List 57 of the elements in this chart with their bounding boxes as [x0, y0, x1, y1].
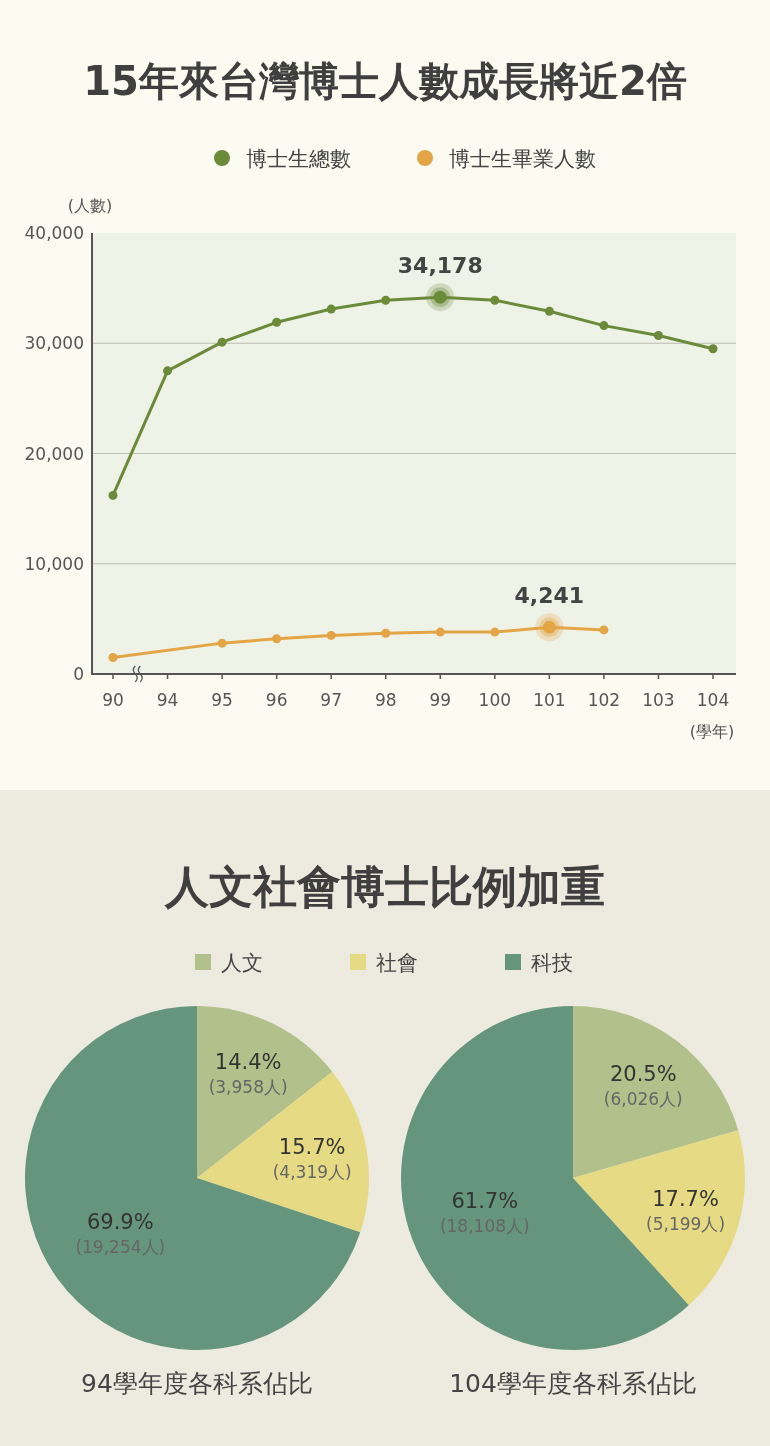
point [217, 337, 227, 347]
legend-label: 博士生畢業人數 [449, 147, 596, 171]
pie-slice [573, 1130, 745, 1306]
pie-slice [573, 1006, 739, 1178]
point [272, 317, 282, 327]
point [217, 638, 227, 648]
legend-label: 人文 [221, 951, 263, 975]
legend-label: 博士生總數 [246, 147, 351, 171]
x-tick-label: 98 [374, 690, 397, 710]
chart-title: 15年來台灣博士人數成長將近2倍 [83, 58, 687, 104]
x-axis-title: (學年) [689, 722, 735, 741]
point [544, 306, 554, 316]
point [326, 304, 336, 314]
point [490, 627, 500, 637]
point [653, 331, 663, 341]
y-tick-label: 30,000 [24, 333, 84, 354]
pie-slice [197, 1071, 369, 1233]
point [108, 652, 118, 662]
point [272, 634, 282, 644]
y-tick-label: 0 [73, 664, 84, 684]
annotation: 4,241 [514, 583, 585, 609]
text: 94學年度各科系佔比 [81, 1369, 313, 1398]
x-tick-label: 104 [696, 690, 730, 710]
data-label: 17.7% (5,199人) [646, 1186, 726, 1234]
point [708, 344, 718, 354]
legend-label: 科技 [531, 951, 573, 975]
y-tick-label: 20,000 [24, 443, 84, 464]
x-tick-label: 90 [102, 690, 124, 710]
y-tick-label: 10,000 [24, 553, 84, 574]
x-tick-label: 97 [320, 690, 342, 710]
data-label: 15.7% (4,319人) [272, 1134, 352, 1182]
x-tick-label: 95 [211, 690, 233, 710]
annotation: 34,178 [397, 253, 483, 279]
data-label: 14.4% (3,958人) [208, 1049, 288, 1097]
point [381, 295, 391, 305]
chart-title: 人文社會博士比例加重 [164, 861, 605, 912]
y-axis-title: (人數) [67, 196, 113, 215]
pie-slice [25, 1006, 361, 1350]
y-tick-label: 40,000 [24, 223, 84, 243]
data-label: 20.5% (6,026人) [603, 1061, 683, 1109]
x-tick-label: 100 [478, 690, 512, 710]
x-tick-label: 103 [642, 690, 675, 710]
x-tick-label: 102 [587, 690, 621, 710]
x-tick-label: 99 [429, 690, 452, 710]
point [163, 366, 173, 376]
point [381, 628, 391, 638]
point [326, 630, 336, 640]
x-tick-label: 101 [533, 690, 566, 710]
point [108, 490, 118, 500]
point [435, 627, 445, 637]
point [490, 295, 500, 305]
point [599, 321, 609, 331]
x-tick-label: 96 [265, 690, 288, 710]
x-tick-label: 94 [156, 690, 179, 710]
legend-label: 社會 [376, 951, 418, 975]
point [599, 625, 609, 635]
text: 104學年度各科系佔比 [449, 1369, 697, 1398]
